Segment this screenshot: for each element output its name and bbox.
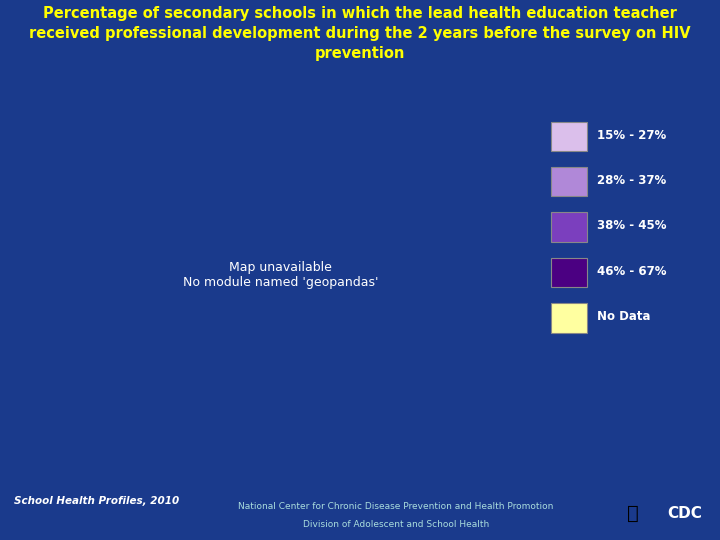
Text: 28% - 37%: 28% - 37% xyxy=(597,174,666,187)
Bar xyxy=(551,212,587,242)
Text: CDC: CDC xyxy=(667,505,703,521)
Text: 15% - 27%: 15% - 27% xyxy=(597,129,666,141)
Bar xyxy=(551,258,587,287)
Text: Percentage of secondary schools in which the lead health education teacher
recei: Percentage of secondary schools in which… xyxy=(30,6,690,61)
Text: National Center for Chronic Disease Prevention and Health Promotion: National Center for Chronic Disease Prev… xyxy=(238,502,554,511)
Bar xyxy=(551,303,587,333)
Bar xyxy=(551,122,587,151)
Text: Map unavailable
No module named 'geopandas': Map unavailable No module named 'geopand… xyxy=(183,261,379,289)
Text: 46% - 67%: 46% - 67% xyxy=(597,265,667,278)
Text: No Data: No Data xyxy=(597,310,650,323)
Text: School Health Profiles, 2010: School Health Profiles, 2010 xyxy=(14,496,180,506)
Text: Division of Adolescent and School Health: Division of Adolescent and School Health xyxy=(303,520,489,529)
Text: 🦅: 🦅 xyxy=(627,503,639,523)
Text: 38% - 45%: 38% - 45% xyxy=(597,219,667,232)
Bar xyxy=(551,167,587,197)
